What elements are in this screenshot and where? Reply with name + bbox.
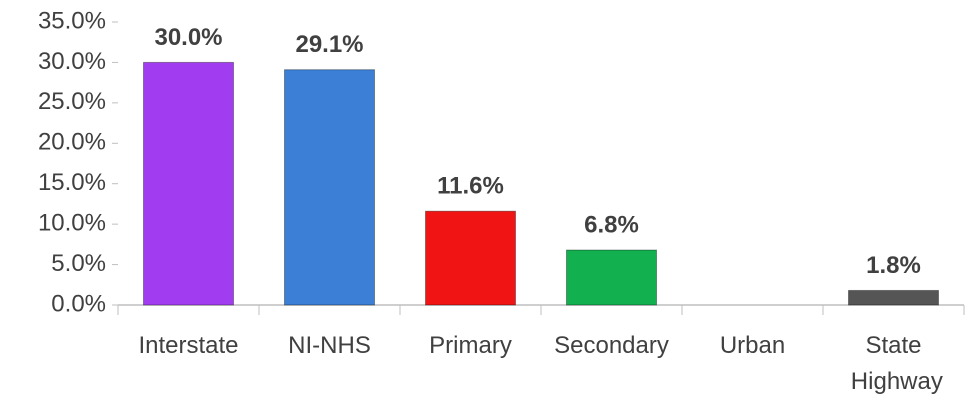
y-tick-label: 10.0% <box>38 209 106 236</box>
x-tick-label: Secondary <box>554 332 669 359</box>
y-tick-label: 30.0% <box>38 48 106 75</box>
bar <box>566 249 657 306</box>
bar <box>284 69 375 306</box>
bar <box>425 210 516 306</box>
bar <box>848 289 939 306</box>
y-tick-label: 20.0% <box>38 129 106 156</box>
data-label: 11.6% <box>437 173 504 200</box>
data-label: 1.8% <box>866 252 921 279</box>
y-tick-label: 0.0% <box>51 290 106 317</box>
x-tick-label: Interstate <box>138 332 238 359</box>
y-tick-label: 25.0% <box>38 88 106 115</box>
y-tick-label: 5.0% <box>51 250 106 277</box>
x-tick-label: State Highway <box>844 332 943 395</box>
x-tick-label: Primary <box>429 332 512 359</box>
x-tick-label: NI-NHS <box>288 332 371 359</box>
data-label: 30.0% <box>154 24 222 51</box>
data-label: 29.1% <box>295 31 363 58</box>
y-tick-label: 15.0% <box>38 169 106 196</box>
data-label: 6.8% <box>584 211 639 238</box>
x-tick-label: Urban <box>720 332 785 359</box>
bar <box>143 61 234 306</box>
y-tick-label: 35.0% <box>38 7 106 34</box>
